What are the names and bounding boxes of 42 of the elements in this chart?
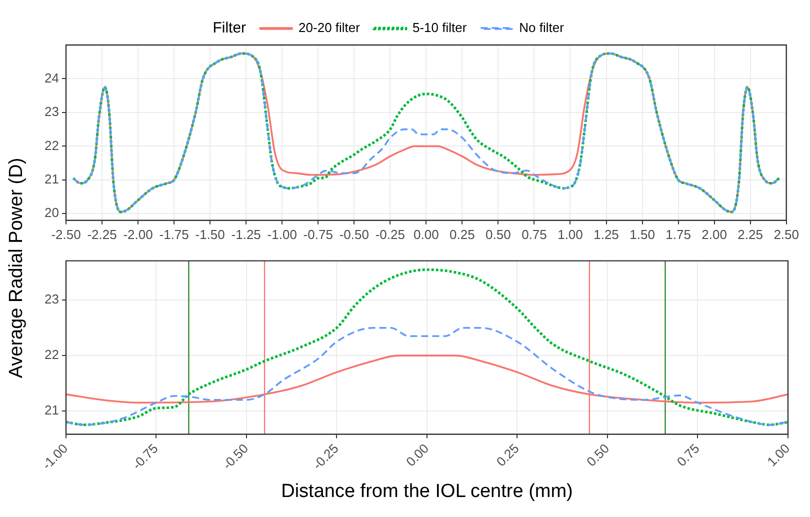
x-tick-label: 0.75 — [674, 440, 702, 470]
x-tick-label: 0.00 — [403, 440, 432, 470]
x-tick-label: -1.75 — [159, 226, 189, 242]
line-series — [66, 268, 788, 426]
y-axis-title: Average Radial Power (D) — [6, 158, 28, 378]
legend-label: 5-10 filter — [412, 20, 468, 36]
y-tick-label: 21 — [44, 172, 59, 186]
y-tick-label: 21 — [44, 402, 59, 418]
y-tick-label: 23 — [44, 104, 59, 120]
x-tick-label: 1.50 — [630, 226, 655, 242]
legend-label: No filter — [519, 20, 565, 36]
x-tick-label: 0.50 — [584, 440, 612, 470]
x-tick-label: 0.00 — [414, 226, 439, 242]
x-tick-label: 0.25 — [450, 226, 475, 242]
x-tick-label: 1.75 — [666, 226, 691, 242]
x-tick-label: 2.00 — [702, 226, 727, 242]
x-tick-label: -1.25 — [231, 226, 261, 242]
x-tick-label: -2.25 — [87, 226, 117, 242]
x-tick-label: -2.50 — [51, 226, 81, 242]
legend-label: 20-20 filter — [298, 20, 361, 36]
y-tick-label: 22 — [44, 347, 59, 362]
y-tick-label: 23 — [44, 292, 59, 307]
x-tick-label: -0.75 — [303, 226, 333, 242]
x-tick-label: -1.00 — [267, 226, 297, 242]
x-tick-label: 1.00 — [558, 226, 583, 242]
y-tick-label: 24 — [44, 70, 59, 86]
x-tick-label: -0.25 — [375, 226, 405, 242]
x-tick-label: 0.75 — [522, 226, 547, 242]
x-axis-title: Distance from the IOL centre (mm) — [281, 480, 573, 502]
x-tick-label: 1.00 — [764, 440, 793, 470]
line-series — [66, 326, 788, 426]
x-tick-label: 0.25 — [493, 440, 522, 470]
x-tick-label: -0.50 — [339, 226, 369, 242]
x-tick-label: 2.25 — [738, 226, 763, 242]
x-tick-label: 0.50 — [486, 226, 511, 242]
x-tick-label: 2.50 — [774, 226, 800, 242]
y-tick-label: 22 — [44, 138, 59, 153]
y-tick-label: 20 — [44, 205, 59, 220]
legend-title: Filter — [212, 20, 246, 37]
x-tick-label: 1.25 — [594, 226, 619, 242]
x-tick-label: -2.00 — [123, 226, 153, 242]
x-tick-label: -1.50 — [195, 226, 225, 242]
